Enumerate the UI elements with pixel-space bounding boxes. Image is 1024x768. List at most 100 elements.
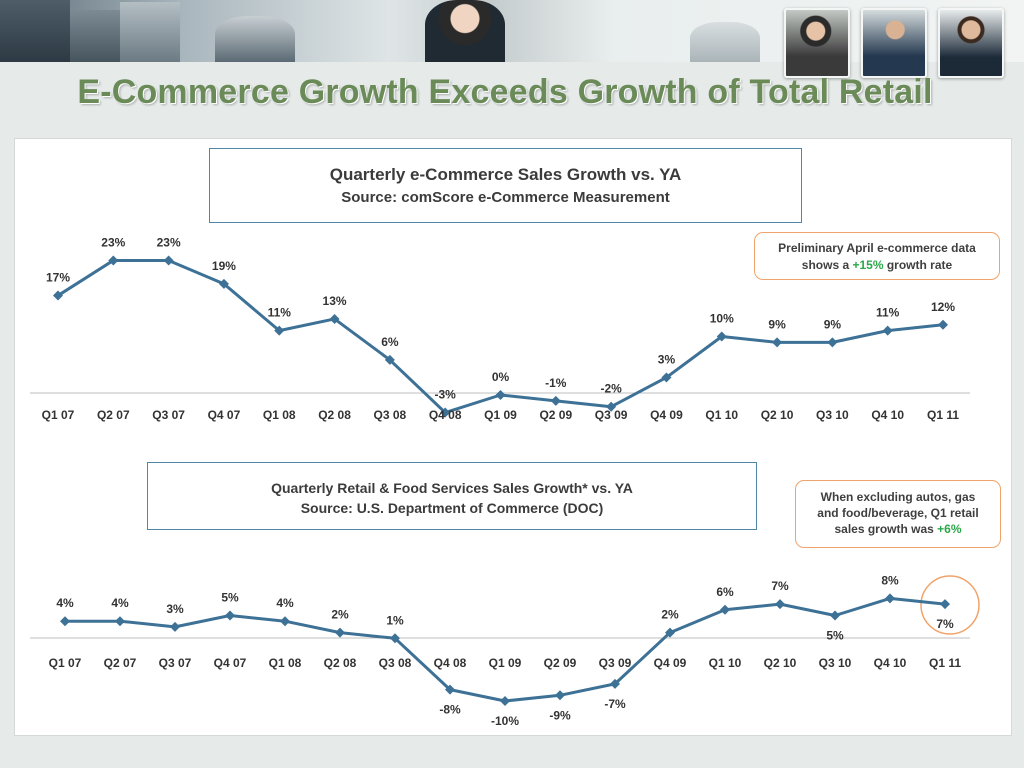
- april-growth-value: +15%: [852, 258, 884, 272]
- chart2-data-label: -7%: [604, 697, 626, 711]
- chart2-title-box: Quarterly Retail & Food Services Sales G…: [147, 462, 757, 530]
- chart1-marker: [606, 401, 617, 412]
- chart1-marker: [716, 331, 727, 342]
- chart2-marker: [225, 610, 235, 621]
- chart1-marker: [661, 372, 672, 383]
- chart1-marker: [938, 319, 948, 330]
- highlight-circle: [920, 575, 980, 635]
- chart1-data-label: -2%: [600, 382, 622, 396]
- chart2-tick-label: Q2 09: [544, 656, 577, 670]
- chart1-marker: [218, 278, 229, 289]
- chart2-data-label: 7%: [936, 617, 954, 631]
- chart1-tick-label: Q2 10: [761, 408, 794, 422]
- chart1-tick-label: Q2 08: [318, 408, 351, 422]
- chart2-data-label: 3%: [166, 602, 184, 616]
- chart1-tick-label: Q2 09: [539, 408, 572, 422]
- chart2-data-label: 7%: [771, 579, 789, 593]
- chart1-tick-label: Q3 07: [152, 408, 185, 422]
- chart2-subtitle: Source: U.S. Department of Commerce (DOC…: [300, 500, 604, 516]
- chart1-tick-label: Q1 08: [263, 408, 296, 422]
- chart2-data-label: 2%: [661, 608, 679, 622]
- chart2-marker: [445, 684, 455, 695]
- chart1-tick-label: Q1 11: [927, 408, 959, 422]
- businessman-thumbnail: [938, 8, 1004, 78]
- chart2-marker: [115, 616, 125, 627]
- office-building-photo: [120, 2, 180, 62]
- chart2-data-label: -10%: [491, 714, 519, 728]
- chart2-data-label: 4%: [276, 596, 294, 610]
- chart2-marker: [390, 633, 400, 644]
- chart1-tick-label: Q2 07: [97, 408, 130, 422]
- office-building-photo: [0, 0, 70, 62]
- chart2-tick-label: Q3 08: [379, 656, 412, 670]
- chart1-data-label: 13%: [323, 294, 347, 308]
- chart2-data-label: 6%: [716, 585, 734, 599]
- office-desk-photo: [690, 22, 760, 62]
- chart2-tick-label: Q4 08: [434, 656, 467, 670]
- chart1-marker: [440, 407, 451, 418]
- chart1-tick-label: Q4 08: [429, 408, 462, 422]
- chart1-tick-label: Q3 09: [595, 408, 628, 422]
- chart2-tick-label: Q2 08: [324, 656, 357, 670]
- april-callout-pre: shows a: [801, 258, 853, 272]
- header-banner: [0, 0, 1024, 62]
- chart1-tick-label: Q4 10: [871, 408, 904, 422]
- chart2-data-label: 1%: [386, 613, 404, 627]
- chart2-tick-label: Q4 09: [654, 656, 687, 670]
- chart1-tick-label: Q4 09: [650, 408, 683, 422]
- chart1-marker: [274, 325, 285, 336]
- chart1-marker: [550, 395, 561, 406]
- chart1-data-label: -1%: [545, 376, 567, 390]
- chart2-data-label: 5%: [221, 591, 239, 605]
- april-callout-line2: shows a +15% growth rate: [755, 257, 999, 273]
- chart2-data-label: -9%: [549, 708, 571, 722]
- business-people-photo: [215, 16, 295, 62]
- chart2-data-label: 2%: [331, 608, 349, 622]
- retail-callout-line2: and food/beverage, Q1 retail: [817, 506, 979, 520]
- chart1-title: Quarterly e-Commerce Sales Growth vs. YA: [329, 165, 682, 184]
- chart1-marker: [384, 354, 395, 365]
- chart2-data-label: 8%: [881, 573, 899, 587]
- chart2-tick-label: Q1 08: [269, 656, 302, 670]
- chart1-subtitle: Source: comScore e-Commerce Measurement: [341, 189, 670, 206]
- chart1-title-box: Quarterly e-Commerce Sales Growth vs. YA…: [209, 148, 802, 223]
- chart1-marker: [108, 255, 119, 266]
- chart2-tick-label: Q3 09: [599, 656, 632, 670]
- chart1-marker: [53, 290, 63, 301]
- chart2-tick-label: Q3 10: [819, 656, 852, 670]
- chart1-data-label: 11%: [876, 306, 900, 320]
- chart1-tick-label: Q3 10: [816, 408, 849, 422]
- chart1-data-label: 9%: [768, 317, 786, 331]
- chart2-tick-label: Q4 07: [214, 656, 247, 670]
- chart1-data-label: 6%: [381, 335, 399, 349]
- april-callout: Preliminary April e-commerce data shows …: [754, 232, 1000, 280]
- chart1-marker: [827, 337, 838, 348]
- chart1-data-label: 19%: [212, 259, 236, 273]
- chart1-tick-label: Q1 09: [484, 408, 517, 422]
- chart1-data-label: 17%: [46, 271, 70, 285]
- retail-callout-line1: When excluding autos, gas: [820, 490, 976, 504]
- chart1-marker: [495, 390, 506, 400]
- chart2-marker: [665, 627, 675, 638]
- chart1-marker: [329, 313, 340, 324]
- chart2-tick-label: Q4 10: [874, 656, 907, 670]
- retail-callout: When excluding autos, gas and food/bever…: [795, 480, 1001, 548]
- chart2-tick-label: Q1 11: [929, 656, 961, 670]
- chart1-data-label: 0%: [492, 370, 510, 384]
- chart1-data-label: -3%: [435, 388, 457, 402]
- chart1-marker: [772, 337, 783, 348]
- chart1-tick-label: Q1 07: [42, 408, 75, 422]
- chart2-tick-label: Q1 09: [489, 656, 522, 670]
- chart1-marker: [882, 325, 893, 336]
- chart2-marker: [610, 678, 620, 689]
- chart2-tick-label: Q3 07: [159, 656, 192, 670]
- chart1-data-label: 23%: [101, 235, 125, 249]
- chart1-data-label: 23%: [157, 235, 181, 249]
- chart2-title: Quarterly Retail & Food Services Sales G…: [271, 480, 633, 496]
- chart2-marker: [500, 696, 510, 706]
- chart2-tick-label: Q1 10: [709, 656, 742, 670]
- chart2-marker: [280, 616, 290, 627]
- chart2-marker: [720, 604, 730, 615]
- meeting-thumbnail: [784, 8, 850, 78]
